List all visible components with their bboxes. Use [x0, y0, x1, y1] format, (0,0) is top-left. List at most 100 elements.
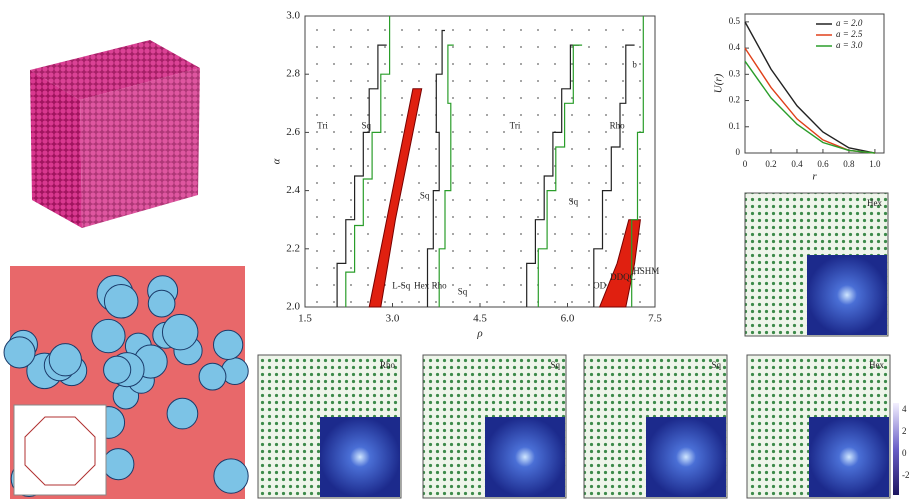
grid-dot — [622, 216, 624, 218]
tile-disk — [214, 330, 243, 359]
colorbar — [893, 403, 899, 495]
grid-dot — [503, 199, 505, 201]
grid-dot — [435, 63, 437, 65]
grid-dot — [401, 29, 403, 31]
grid-dot — [333, 80, 335, 82]
legend-label: a = 2.0 — [836, 18, 863, 28]
grid-dot — [350, 46, 352, 48]
grid-dot — [537, 182, 539, 184]
grid-dot — [639, 165, 641, 167]
grid-dot — [469, 199, 471, 201]
grid-dot — [401, 46, 403, 48]
y-tick-label: 2.8 — [286, 68, 300, 80]
panel-label: Sq — [550, 360, 560, 370]
grid-dot — [452, 63, 454, 65]
grid-dot — [639, 284, 641, 286]
grid-dot — [486, 148, 488, 150]
grid-dot — [588, 284, 590, 286]
grid-dot — [503, 250, 505, 252]
grid-dot — [333, 29, 335, 31]
grid-dot — [520, 165, 522, 167]
grid-dot — [571, 165, 573, 167]
grid-dot — [520, 46, 522, 48]
grid-dot — [639, 80, 641, 82]
grid-dot — [503, 267, 505, 269]
grid-dot — [520, 267, 522, 269]
grid-dot — [503, 148, 505, 150]
grid-dot — [452, 267, 454, 269]
grid-dot — [639, 63, 641, 65]
tile-disk — [162, 314, 197, 349]
grid-dot — [350, 267, 352, 269]
tile-disk — [214, 459, 248, 493]
region-label: Sq — [458, 287, 468, 297]
y-tick-label: 2.4 — [286, 184, 300, 196]
grid-dot — [435, 199, 437, 201]
tile-disk — [104, 356, 131, 383]
y-tick-label: 0.4 — [729, 42, 741, 52]
grid-dot — [588, 233, 590, 235]
grid-dot — [316, 199, 318, 201]
grid-dot — [367, 250, 369, 252]
grid-dot — [350, 80, 352, 82]
grid-dot — [469, 80, 471, 82]
region-label: Sq — [420, 190, 430, 200]
grid-dot — [452, 284, 454, 286]
grid-dot — [384, 216, 386, 218]
legend-label: a = 2.5 — [836, 29, 863, 39]
grid-dot — [316, 46, 318, 48]
grid-dot — [588, 250, 590, 252]
grid-dot — [588, 199, 590, 201]
y-tick-label: 2.0 — [286, 301, 300, 313]
grid-dot — [350, 250, 352, 252]
grid-dot — [452, 250, 454, 252]
grid-dot — [401, 216, 403, 218]
region-label: OD — [593, 281, 606, 291]
grid-dot — [486, 250, 488, 252]
grid-dot — [486, 97, 488, 99]
grid-dot — [384, 131, 386, 133]
grid-dot — [537, 97, 539, 99]
grid-dot — [418, 80, 420, 82]
grid-dot — [571, 250, 573, 252]
grid-dot — [316, 165, 318, 167]
grid-dot — [622, 148, 624, 150]
grid-dot — [605, 97, 607, 99]
grid-dot — [452, 182, 454, 184]
grid-dot — [418, 114, 420, 116]
grid-dot — [469, 216, 471, 218]
grid-dot — [554, 63, 556, 65]
grid-dot — [384, 165, 386, 167]
grid-dot — [605, 29, 607, 31]
grid-dot — [384, 29, 386, 31]
grid-dot — [435, 267, 437, 269]
x-tick-label: 4.5 — [473, 313, 487, 325]
grid-dot — [639, 301, 641, 303]
y-tick-label: 0.5 — [729, 16, 741, 26]
grid-dot — [316, 29, 318, 31]
grid-dot — [639, 216, 641, 218]
grid-dot — [418, 29, 420, 31]
panel-label: Sq — [711, 360, 721, 370]
y-tick-label: 2.2 — [286, 242, 300, 254]
grid-dot — [384, 63, 386, 65]
grid-dot — [622, 131, 624, 133]
grid-dot — [537, 148, 539, 150]
grid-dot — [316, 216, 318, 218]
colorbar-label: 0 — [902, 448, 907, 458]
region-label: Sq — [361, 121, 371, 131]
grid-dot — [350, 182, 352, 184]
grid-dot — [384, 301, 386, 303]
grid-dot — [435, 148, 437, 150]
figure: HexRhoSqSqHex 1.53.04.56.07.52.02.22.42.… — [0, 0, 914, 499]
grid-dot — [384, 114, 386, 116]
grid-dot — [622, 233, 624, 235]
grid-dot — [537, 114, 539, 116]
grid-dot — [435, 29, 437, 31]
grid-dot — [486, 301, 488, 303]
x-axis-label: r — [812, 171, 817, 183]
grid-dot — [639, 182, 641, 184]
region-label: b — [632, 60, 637, 70]
grid-dot — [401, 97, 403, 99]
grid-dot — [605, 46, 607, 48]
